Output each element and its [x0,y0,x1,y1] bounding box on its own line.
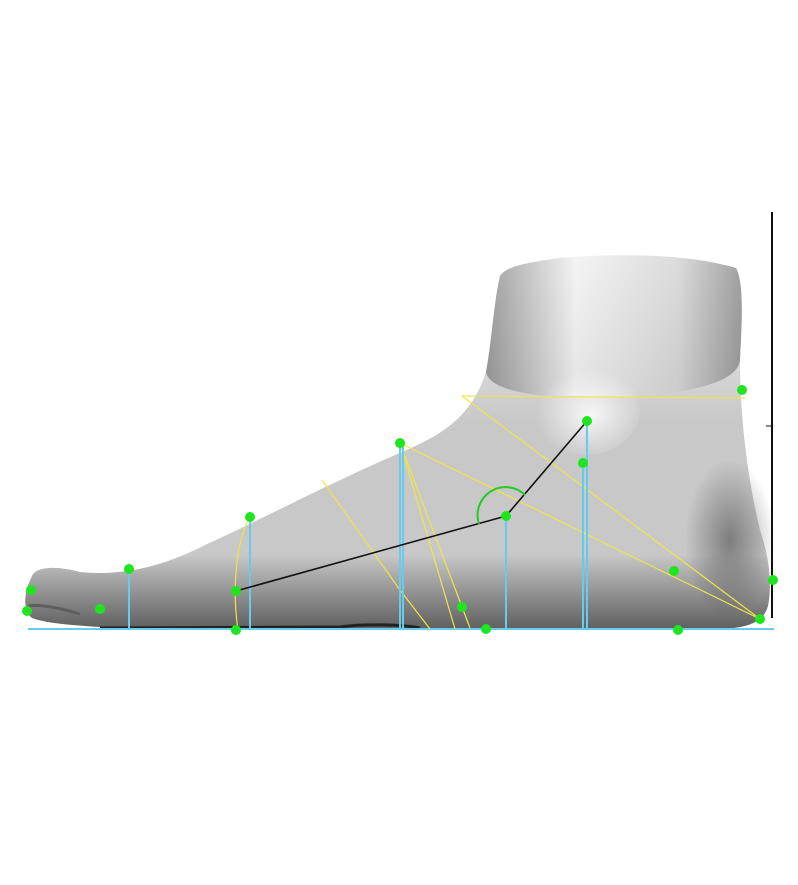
landmark-point [768,575,778,585]
heel-girth-line [399,442,761,620]
toe-crease [27,604,81,616]
landmark-point [395,438,405,448]
landmark-point [95,604,105,614]
landmark-point [231,625,241,635]
ankle-bone-highlight [530,365,640,455]
navicular-ankle-line [505,420,588,517]
landmark-point [22,606,32,616]
landmarks [22,385,778,635]
landmark-point [501,511,511,521]
landmark-point [737,385,747,395]
height-measures [128,421,588,629]
landmark-point [582,416,592,426]
landmark-point [755,614,765,624]
ankle-shaft [486,255,742,398]
landmark-point [481,624,491,634]
landmark-point [673,625,683,635]
waist-girth-line [399,442,456,630]
landmark-point [457,602,467,612]
landmark-point [578,458,588,468]
landmark-point [245,512,255,522]
girth-curves [234,395,761,631]
arch-angle-lines [235,420,588,592]
instep-girth-line [461,395,761,620]
landmark-point [124,564,134,574]
landmark-point [26,585,36,595]
arch-angle-arc [476,486,526,525]
ankle-girth-line [461,395,746,399]
landmark-point [231,586,241,596]
landmark-point [669,566,679,576]
metatarsal-arch-line [235,515,507,592]
sole-edge [99,623,421,630]
ball-girth-curve [234,516,251,631]
